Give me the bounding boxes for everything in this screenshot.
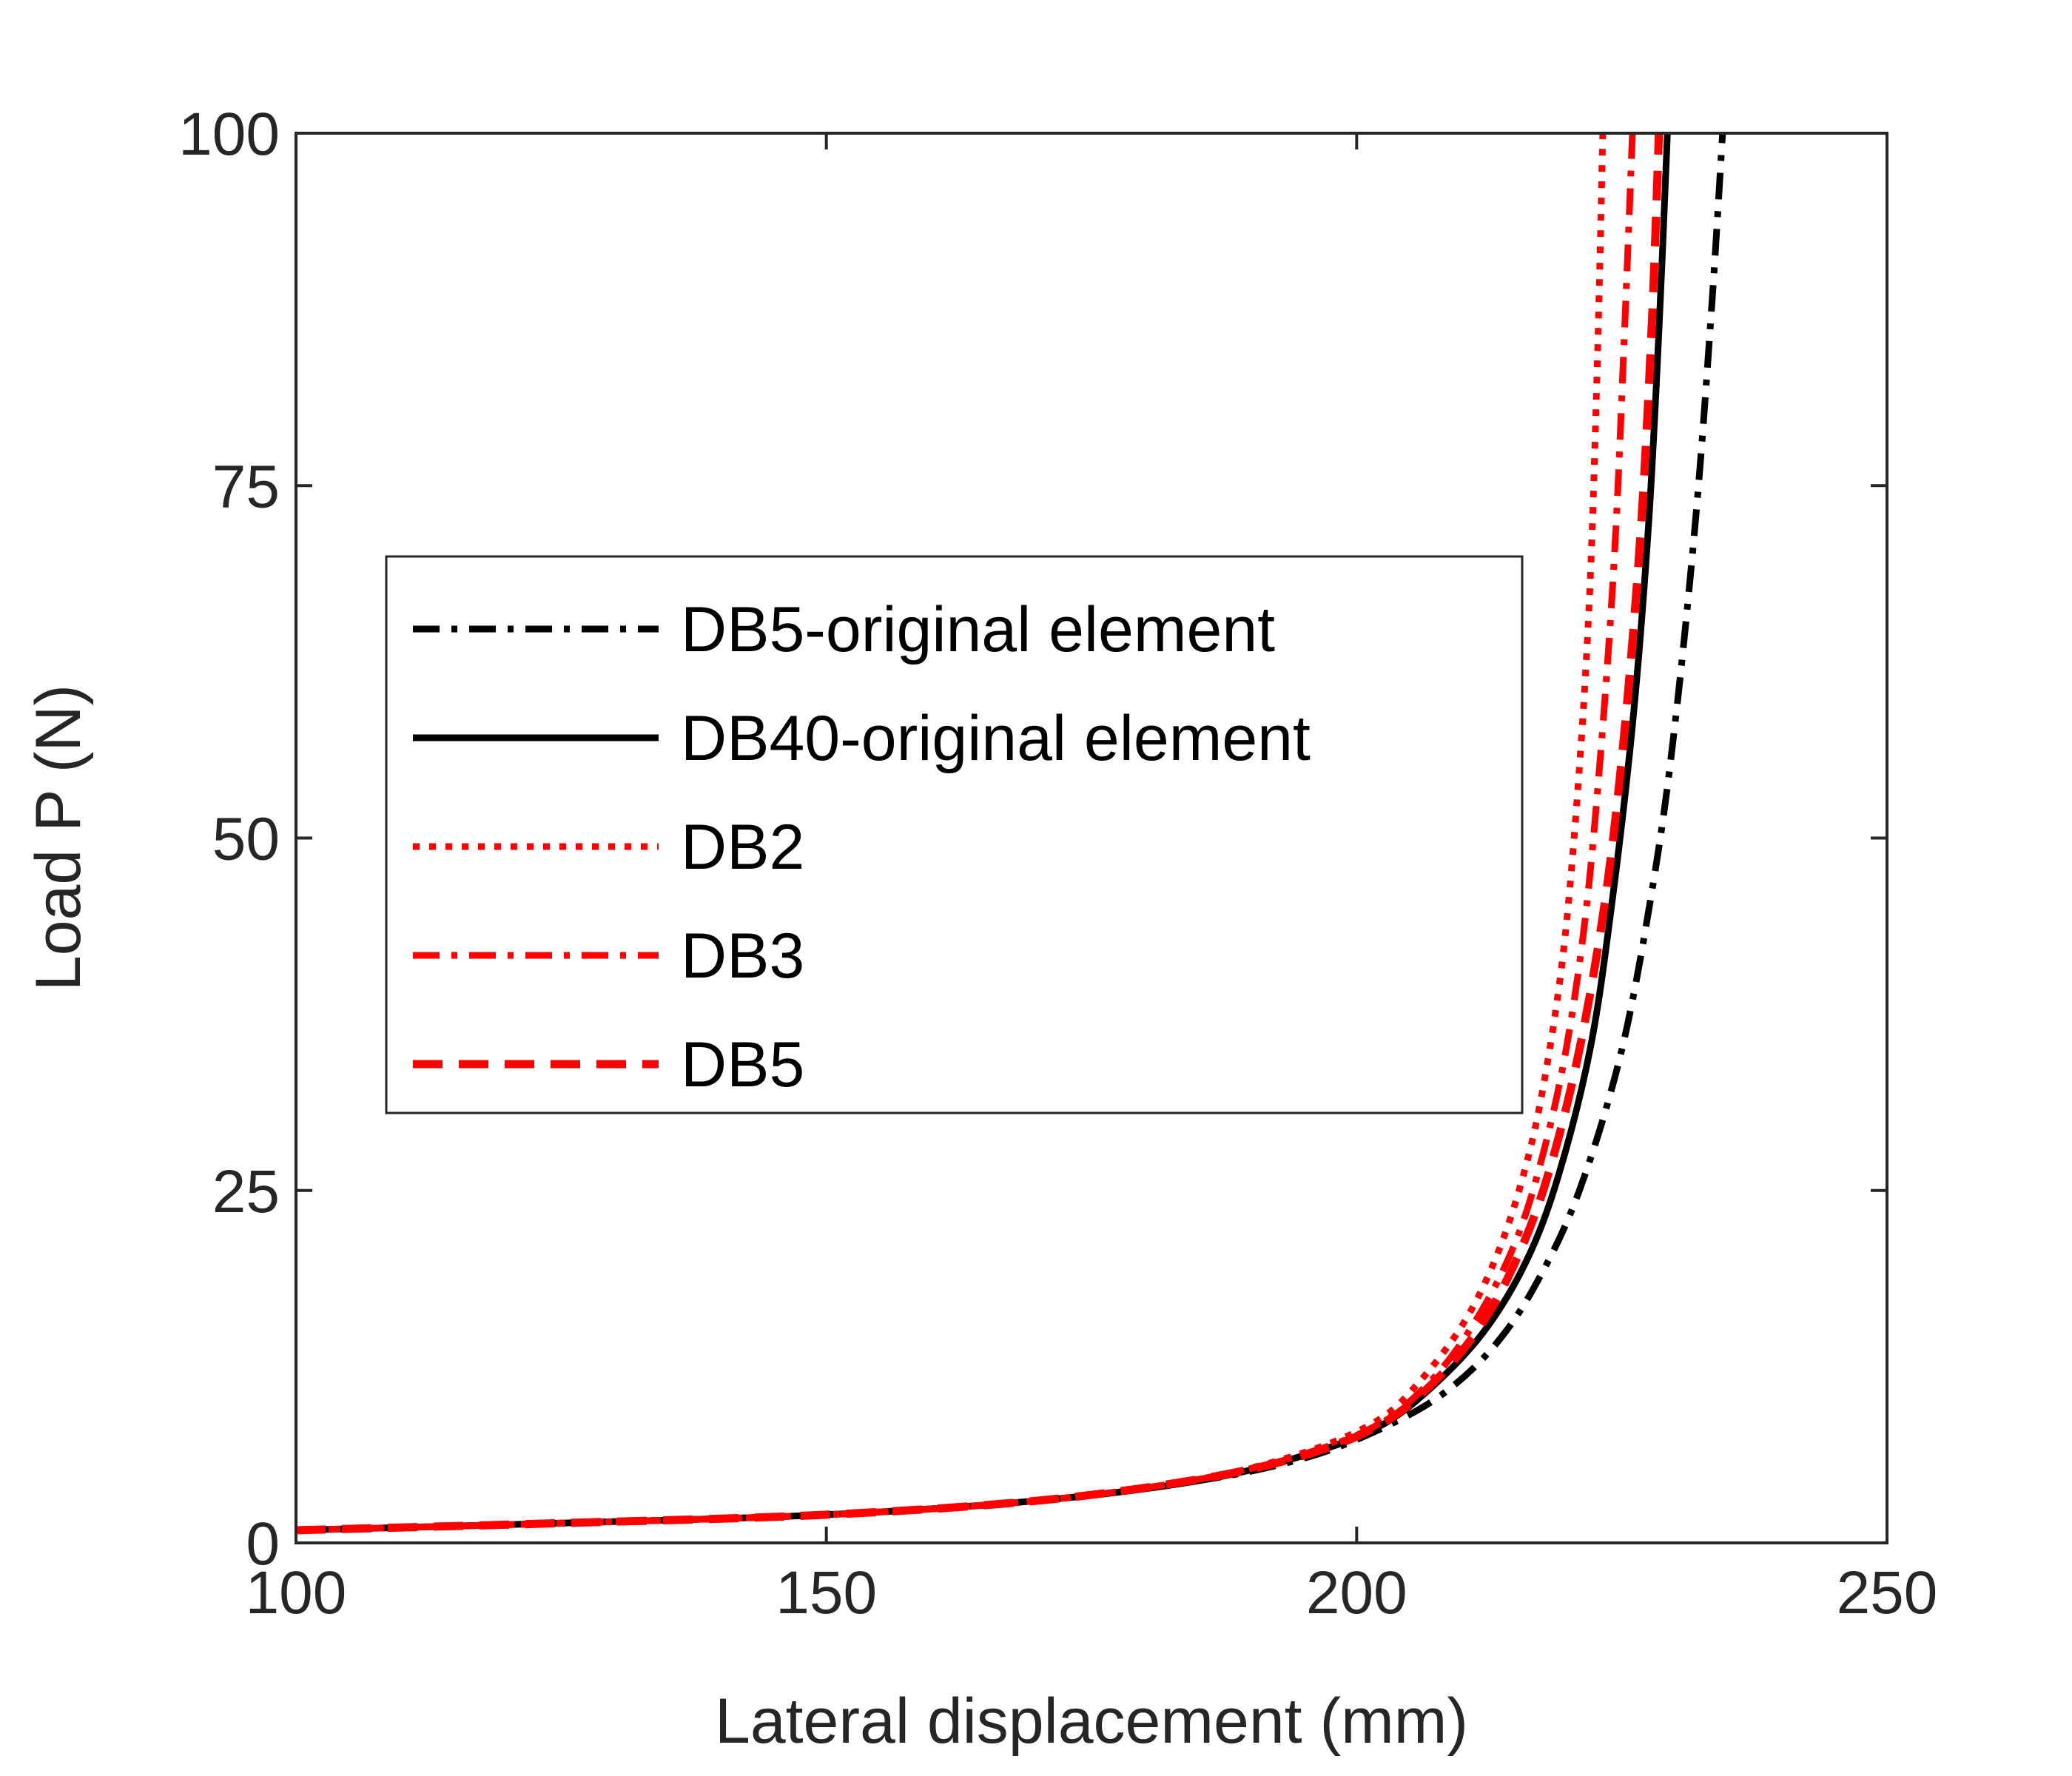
legend-label-1: DB5-original element — [681, 594, 1275, 665]
x-tick-label-1: 150 — [776, 1559, 877, 1627]
legend-label-3: DB2 — [681, 812, 804, 883]
y-tick-label-4: 100 — [178, 101, 280, 168]
tick-layer: 100 150 200 250 0 25 50 75 100 — [178, 101, 1937, 1627]
legend-label-5: DB5 — [681, 1029, 804, 1100]
x-axis-title: Lateral displacement (mm) — [715, 1686, 1468, 1757]
x-tick-label-3: 250 — [1837, 1559, 1938, 1627]
legend-items: DB5-original element DB40-original elemen… — [413, 594, 1311, 1100]
series-line-3 — [295, 132, 1607, 1534]
y-tick-label-2: 50 — [212, 806, 280, 873]
series-line-5 — [295, 132, 1664, 1535]
legend: DB5-original element DB40-original elemen… — [385, 555, 1524, 1114]
y-tick-label-3: 75 — [212, 453, 280, 520]
y-axis-title: Load P (N) — [23, 684, 94, 991]
legend-box — [385, 555, 1524, 1114]
y-tick-label-0: 0 — [246, 1510, 280, 1578]
y-tick-label-1: 25 — [212, 1158, 280, 1225]
legend-label-4: DB3 — [681, 921, 804, 992]
x-tick-label-2: 200 — [1306, 1559, 1407, 1627]
legend-label-2: DB40-original element — [681, 703, 1311, 774]
x-tick-label-0: 100 — [246, 1559, 347, 1627]
series-layer — [295, 132, 1726, 1535]
